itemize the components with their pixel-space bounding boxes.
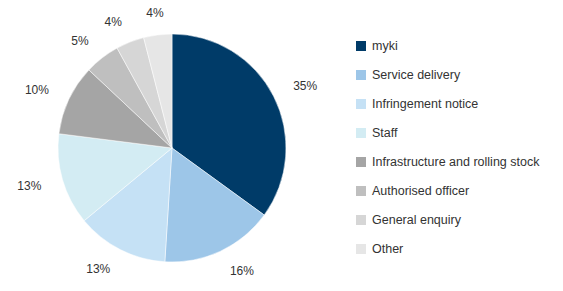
legend-swatch — [356, 215, 366, 225]
data-label: 4% — [146, 6, 164, 20]
legend-label: Service delivery — [372, 68, 461, 82]
legend-swatch — [356, 70, 366, 80]
pie-slice — [58, 134, 172, 221]
chart-svg: 35% 16% 13% 13% 10% 5% 4% 4% myki Service deliver… — [0, 0, 563, 291]
data-labels: 35% 16% 13% 13% 10% 5% 4% 4% — [17, 6, 317, 278]
legend-label: Infrastructure and rolling stock — [372, 155, 540, 169]
data-label: 4% — [105, 15, 123, 29]
legend-swatch — [356, 99, 366, 109]
data-label: 5% — [71, 34, 89, 48]
data-label: 13% — [17, 179, 41, 193]
legend-swatch — [356, 41, 366, 51]
chart-root: 35% 16% 13% 13% 10% 5% 4% 4% myki Service deliver… — [0, 0, 563, 291]
data-label: 16% — [230, 264, 254, 278]
legend-swatch — [356, 186, 366, 196]
legend-swatch — [356, 244, 366, 254]
legend-label: Authorised officer — [372, 184, 469, 198]
data-label: 10% — [25, 83, 49, 97]
legend-label: myki — [372, 39, 398, 53]
legend: myki Service delivery Infringement notice S… — [356, 39, 540, 256]
legend-label: Other — [372, 242, 403, 256]
pie-slice — [144, 34, 172, 148]
legend-label: General enquiry — [372, 213, 462, 227]
legend-swatch — [356, 157, 366, 167]
pie-slice — [165, 148, 264, 262]
data-label: 35% — [293, 79, 317, 93]
data-label: 13% — [86, 262, 110, 276]
legend-label: Staff — [372, 126, 398, 140]
slices — [58, 34, 286, 262]
legend-label: Infringement notice — [372, 97, 478, 111]
legend-swatch — [356, 128, 366, 138]
